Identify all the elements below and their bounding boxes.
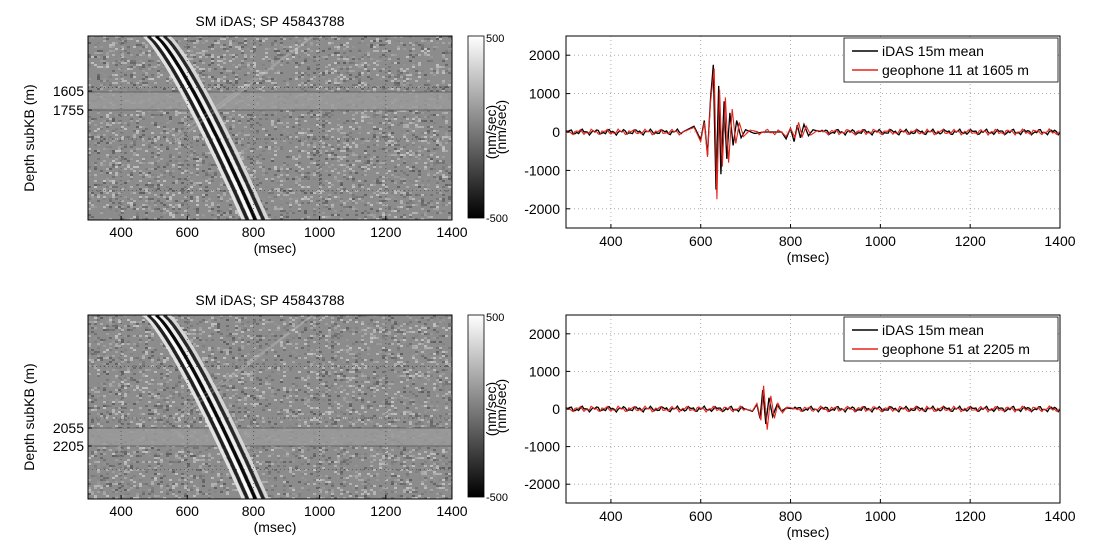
heatmap-title: SM iDAS; SP 45843788 bbox=[195, 13, 344, 29]
wavefront-stripe bbox=[163, 36, 265, 220]
legend-label: iDAS 15m mean bbox=[882, 43, 984, 59]
wavefront-stripe bbox=[159, 36, 261, 220]
wavefront-stripe bbox=[155, 315, 257, 499]
x-tick-label: 1000 bbox=[865, 233, 896, 249]
series-line-geophone bbox=[566, 68, 1060, 200]
x-axis-label: (msec) bbox=[254, 519, 297, 535]
y-tick-label: 2055 bbox=[53, 420, 84, 436]
wavefront-stripe bbox=[167, 315, 269, 499]
plot-frame bbox=[87, 35, 453, 221]
direct-arrival-wavefield bbox=[143, 36, 314, 220]
bottom-left-heatmap-panel: SM iDAS; SP 45843788 400 600 800 1000 1200 140… bbox=[21, 292, 509, 535]
depth-interval-band bbox=[88, 92, 452, 110]
reflected-wave-stripe bbox=[173, 36, 314, 139]
colorbar-max-label: 500 bbox=[486, 312, 504, 324]
x-axis-label: (msec) bbox=[787, 249, 830, 265]
y-axis-label: Depth subKB (m) bbox=[21, 84, 37, 191]
x-tick-label: 1000 bbox=[304, 224, 335, 240]
x-tick-label: 1200 bbox=[955, 233, 986, 249]
x-tick-label: 1000 bbox=[865, 508, 896, 524]
series-group bbox=[566, 64, 1060, 200]
series-line-geophone bbox=[566, 385, 1060, 430]
y-axis-label: (nm/sec) bbox=[483, 105, 499, 159]
legend: iDAS 15m mean geophone 11 at 1605 m bbox=[843, 37, 1059, 83]
x-tick-label: 600 bbox=[176, 503, 200, 519]
x-tick-label: 1400 bbox=[436, 224, 467, 240]
wavefront-stripe bbox=[159, 315, 261, 499]
direct-arrival-wavefield bbox=[143, 315, 314, 499]
wavefront-stripe bbox=[147, 315, 249, 499]
colorbar-label: (nm/sec) bbox=[493, 379, 509, 433]
depth-interval-band bbox=[88, 428, 452, 446]
bottom-right-line-panel: 400 600 800 1000 1200 1400 (msec) 2000 1000 0 -100… bbox=[483, 314, 1076, 540]
legend-box bbox=[843, 316, 1059, 362]
y-tick-label: -2000 bbox=[524, 201, 560, 217]
x-tick-label: 1400 bbox=[1044, 508, 1075, 524]
colorbar-max-label: 500 bbox=[486, 33, 504, 45]
x-tick-label: 1400 bbox=[1044, 233, 1075, 249]
wavefront-stripe bbox=[143, 36, 245, 220]
reflected-wave-stripe bbox=[173, 36, 314, 144]
y-tick-label: 0 bbox=[552, 124, 560, 140]
x-axis-label: (msec) bbox=[254, 240, 297, 256]
x-tick-label: 1400 bbox=[436, 503, 467, 519]
colorbar-label: (nm/sec) bbox=[493, 100, 509, 154]
legend-label: geophone 11 at 1605 m bbox=[882, 62, 1029, 78]
wavefront-stripe bbox=[163, 315, 265, 499]
x-tick-label: 400 bbox=[109, 224, 133, 240]
y-tick-label: 1755 bbox=[53, 102, 84, 118]
x-tick-label: 1200 bbox=[370, 224, 401, 240]
top-left-heatmap-panel: SM iDAS; SP 45843788 400 600 800 1000 1200 140… bbox=[21, 13, 509, 256]
x-tick-label: 600 bbox=[176, 224, 200, 240]
x-tick-label: 400 bbox=[109, 503, 133, 519]
wavefront-stripe bbox=[155, 36, 257, 220]
x-tick-label: 600 bbox=[689, 233, 713, 249]
reflected-wave-stripe bbox=[173, 315, 314, 418]
y-tick-label: 2000 bbox=[529, 326, 560, 342]
series-line-idas bbox=[566, 64, 1060, 190]
x-tick-label: 800 bbox=[242, 224, 266, 240]
noise-texture bbox=[88, 315, 452, 499]
plot-frame bbox=[87, 314, 453, 500]
wavefront-stripe bbox=[151, 36, 253, 220]
wavefront-stripe bbox=[151, 315, 253, 499]
y-axis-label: Depth subKB (m) bbox=[21, 363, 37, 470]
series-group bbox=[566, 385, 1060, 430]
legend-label: iDAS 15m mean bbox=[882, 322, 984, 338]
legend-box bbox=[843, 37, 1059, 83]
x-tick-label: 400 bbox=[599, 233, 623, 249]
x-tick-label: 800 bbox=[779, 233, 803, 249]
x-tick-label: 800 bbox=[779, 508, 803, 524]
heatmap-title: SM iDAS; SP 45843788 bbox=[195, 292, 344, 308]
y-tick-label: 2205 bbox=[53, 438, 84, 454]
x-tick-label: 1200 bbox=[955, 508, 986, 524]
legend-label: geophone 51 at 2205 m bbox=[882, 341, 1030, 357]
y-axis-label: (nm/sec) bbox=[483, 382, 499, 436]
wavefront-stripe bbox=[167, 36, 269, 220]
colorbar bbox=[467, 35, 485, 219]
y-tick-label: 2000 bbox=[529, 47, 560, 63]
y-tick-label: -1000 bbox=[524, 162, 560, 178]
colorbar bbox=[467, 314, 485, 498]
y-tick-label: 1000 bbox=[529, 363, 560, 379]
wavefront-stripe bbox=[147, 36, 249, 220]
legend: iDAS 15m mean geophone 51 at 2205 m bbox=[843, 316, 1059, 362]
y-tick-label: 1605 bbox=[53, 83, 84, 99]
x-tick-label: 400 bbox=[599, 508, 623, 524]
x-tick-label: 600 bbox=[689, 508, 713, 524]
y-tick-label: 1000 bbox=[529, 86, 560, 102]
x-tick-label: 1000 bbox=[304, 503, 335, 519]
colorbar-min-label: -500 bbox=[486, 213, 508, 225]
y-tick-label: -1000 bbox=[524, 439, 560, 455]
y-tick-label: 0 bbox=[552, 401, 560, 417]
reflected-wave-stripe bbox=[173, 315, 314, 423]
x-tick-label: 800 bbox=[242, 503, 266, 519]
x-axis-label: (msec) bbox=[787, 524, 830, 540]
x-tick-label: 1200 bbox=[370, 503, 401, 519]
wavefront-stripe bbox=[143, 315, 245, 499]
y-tick-label: -2000 bbox=[524, 476, 560, 492]
top-right-line-panel: 400 600 800 1000 1200 1400 (msec) 2000 1000 0 -100… bbox=[483, 35, 1076, 265]
colorbar-min-label: -500 bbox=[486, 492, 508, 504]
